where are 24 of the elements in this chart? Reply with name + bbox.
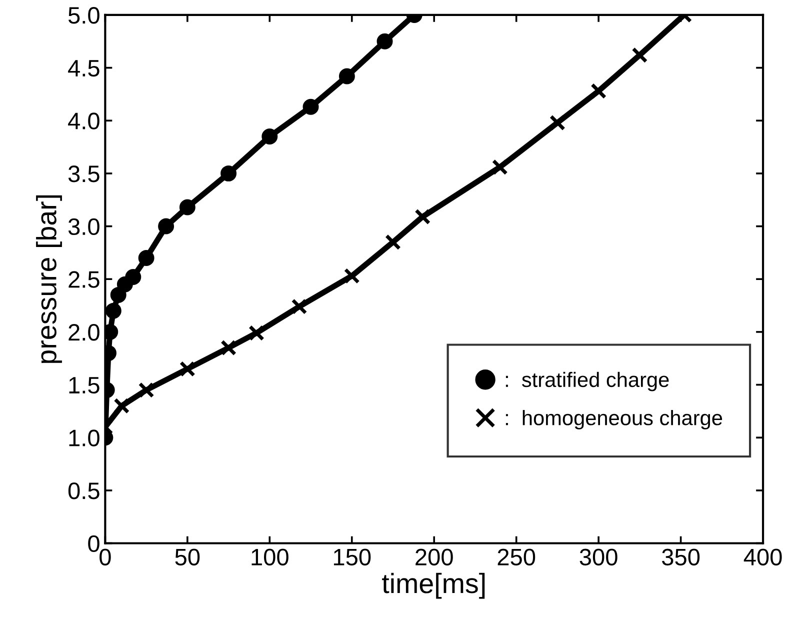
x-tick-label: 300	[580, 548, 618, 566]
legend-label: : stratified charge	[506, 372, 669, 392]
y-tick-label: 2.0	[68, 324, 100, 341]
y-tick-label: 0	[88, 535, 100, 552]
y-tick-label: 0.5	[68, 482, 100, 500]
x-axis-title: time[ms]	[382, 572, 485, 599]
y-tick-label: 1.5	[69, 377, 100, 394]
x-tick-label: 50	[175, 548, 200, 566]
y-tick-label: 1.0	[69, 430, 100, 446]
x-tick-label: 200	[416, 548, 453, 566]
x-tick-label: 100	[252, 548, 288, 566]
y-tick-label: 4.0	[68, 112, 100, 130]
y-tick-label: 2.5	[68, 271, 100, 288]
y-tick-label: 3.5	[68, 166, 100, 182]
x-tick-label: 250	[498, 548, 536, 566]
x-tick-label: 400	[744, 548, 782, 566]
x-tick-label: 0	[100, 548, 111, 566]
y-tick-label: 5.0	[68, 7, 100, 24]
y-tick-label: 3.0	[68, 218, 100, 236]
x-tick-label: 150	[334, 548, 371, 566]
y-axis-title: pressure [bar]	[36, 195, 62, 363]
x-tick-label: 350	[662, 548, 700, 566]
y-tick-label: 4.5	[68, 60, 100, 77]
legend-label: : homogeneous charge	[506, 410, 722, 430]
